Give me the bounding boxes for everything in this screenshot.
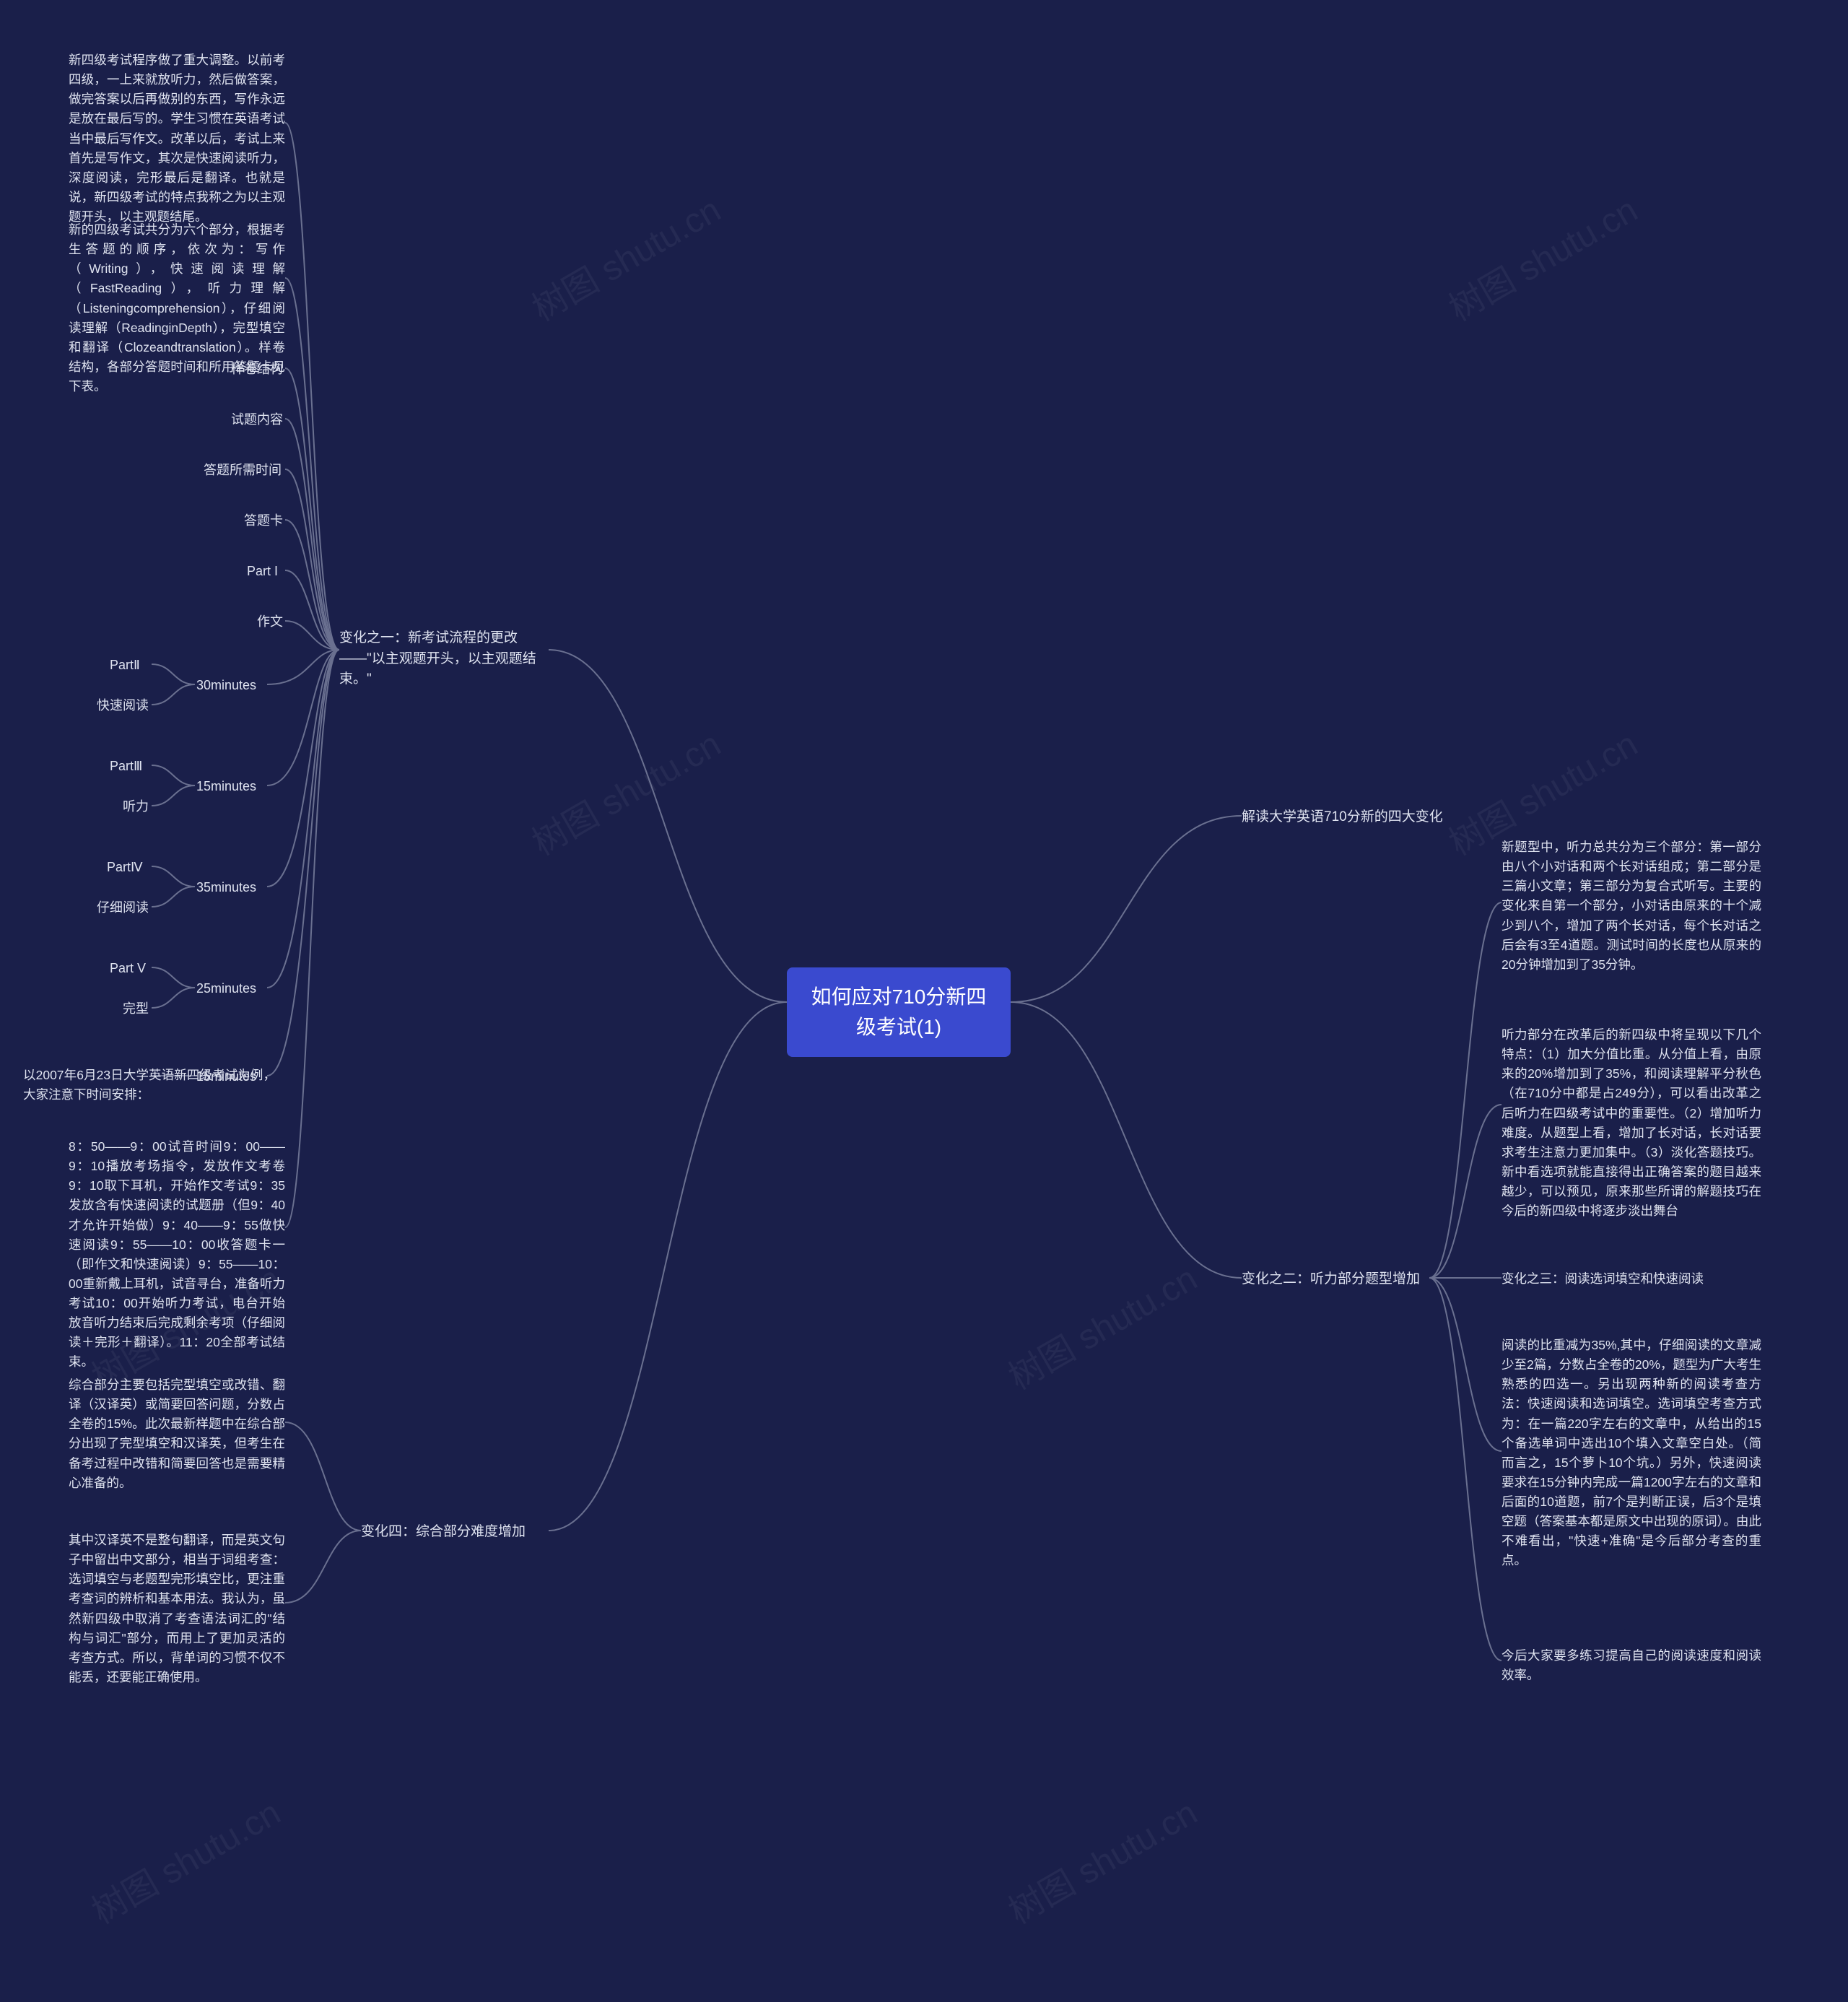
item-3: 答题所需时间 — [204, 461, 282, 480]
item-5: Part I — [247, 562, 278, 581]
g1-a: PartⅡ — [110, 656, 140, 675]
g4-b: 完型 — [123, 999, 149, 1019]
item-4: 答题卡 — [244, 511, 283, 531]
left1-p3: 8：50——9：00试音时间9：00——9：10播放考场指令，发放作文考卷9：1… — [69, 1137, 285, 1372]
branch-right-1: 解读大学英语710分新的四大变化 — [1242, 807, 1487, 828]
watermark: 树图 shutu.cn — [998, 1785, 1205, 1933]
item-6: 作文 — [257, 612, 283, 632]
g3-a: PartⅣ — [107, 858, 143, 877]
watermark: 树图 shutu.cn — [521, 182, 728, 331]
watermark: 树图 shutu.cn — [1438, 182, 1645, 331]
center-node: 如何应对710分新四级考试(1) — [787, 967, 1011, 1057]
g2-t: 15minutes — [196, 777, 256, 796]
item-2: 试题内容 — [231, 410, 283, 430]
g1-t: 30minutes — [196, 676, 256, 695]
g1-b: 快速阅读 — [97, 696, 149, 715]
right-p5: 今后大家要多练习提高自己的阅读速度和阅读效率。 — [1502, 1646, 1761, 1685]
right-p3: 变化之三：阅读选词填空和快速阅读 — [1502, 1269, 1761, 1289]
right-p1: 新题型中，听力总共分为三个部分：第一部分由八个小对话和两个长对话组成；第二部分是… — [1502, 837, 1761, 975]
g4-a: Part V — [110, 959, 146, 978]
branch-right-2: 变化之二：听力部分题型增加 — [1242, 1269, 1444, 1290]
left4-p2: 其中汉译英不是整句翻译，而是英文句子中留出中文部分，相当于词组考查：选词填空与老… — [69, 1531, 285, 1687]
g4-t: 25minutes — [196, 979, 256, 998]
watermark: 树图 shutu.cn — [521, 716, 728, 865]
g3-b: 仔细阅读 — [97, 898, 149, 918]
item-1: 样卷结构 — [231, 360, 283, 379]
watermark: 树图 shutu.cn — [81, 1785, 288, 1933]
g2-b: 听力 — [123, 797, 149, 817]
right-p2: 听力部分在改革后的新四级中将呈现以下几个特点：（1）加大分值比重。从分值上看，由… — [1502, 1025, 1761, 1221]
left1-p1: 新四级考试程序做了重大调整。以前考四级，一上来就放听力，然后做答案，做完答案以后… — [69, 51, 285, 227]
right-p4: 阅读的比重减为35%,其中，仔细阅读的文章减少至2篇，分数占全卷的20%，题型为… — [1502, 1336, 1761, 1571]
g5-t: 15minutes — [196, 1067, 256, 1087]
g2-a: PartⅢ — [110, 757, 142, 776]
g3-t: 35minutes — [196, 878, 256, 897]
branch-left-1: 变化之一：新考试流程的更改——"以主观题开头，以主观题结束。" — [339, 628, 556, 690]
watermark: 树图 shutu.cn — [998, 1250, 1205, 1399]
branch-left-4: 变化四：综合部分难度增加 — [361, 1522, 563, 1543]
left4-p1: 综合部分主要包括完型填空或改错、翻译（汉译英）或简要回答问题，分数占全卷的15%… — [69, 1375, 285, 1493]
